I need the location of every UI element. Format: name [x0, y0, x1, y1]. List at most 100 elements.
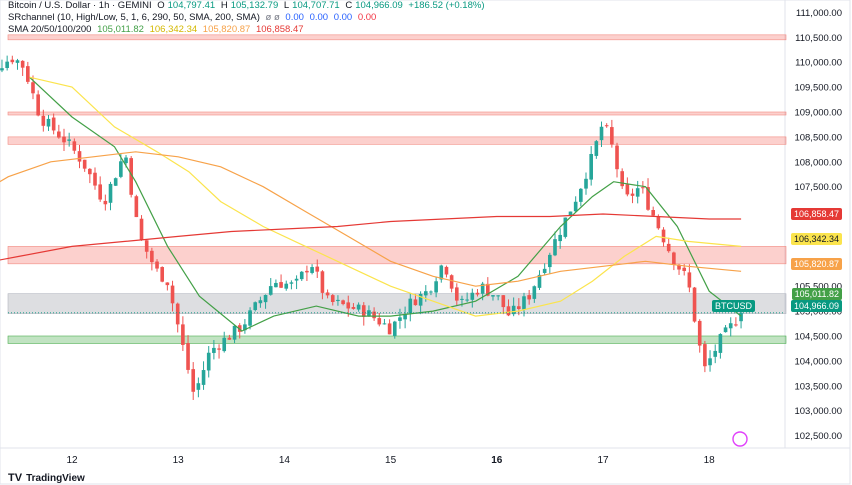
candle-body	[196, 383, 201, 390]
candle-body	[620, 171, 624, 187]
candle-body	[604, 125, 609, 127]
candle-body	[88, 168, 92, 175]
sr-zone	[7, 34, 787, 41]
candle-body	[703, 344, 707, 367]
candle-body	[434, 281, 438, 293]
candle-body	[67, 139, 71, 141]
candle-body	[615, 145, 619, 170]
candle-body	[656, 216, 661, 229]
candle-body	[279, 282, 283, 288]
candle-body	[26, 66, 30, 82]
candle-body	[625, 184, 630, 195]
sma200-price-label: 106,858.47	[790, 208, 842, 220]
candle-body	[672, 252, 676, 265]
y-tick-label: 105,500.00	[794, 282, 842, 293]
candle-body	[206, 352, 211, 371]
candle-body	[113, 178, 118, 186]
candle-body	[191, 369, 196, 392]
tradingview-logo[interactable]: TV TradingView	[8, 472, 85, 484]
candle-body	[697, 320, 702, 346]
srchannel-value: 0.00	[285, 12, 304, 23]
y-tick-label: 105,000.00	[794, 307, 842, 318]
candle-body	[294, 278, 299, 281]
candle-body	[584, 178, 588, 189]
candle-body	[429, 291, 433, 293]
srchannel-value: 0.00	[333, 12, 353, 23]
candle-body	[511, 305, 516, 315]
sma20-value: 105,011.82	[97, 24, 144, 35]
sma-legend: SMA 20/50/100/200 105,011.82 106,342.34 …	[8, 24, 307, 35]
srchannel-value: 0.00	[357, 12, 377, 23]
candle-body	[527, 295, 531, 300]
candle-body	[165, 282, 170, 286]
candle-body	[227, 337, 232, 340]
y-tick-label: 109,500.00	[794, 83, 842, 94]
open-value: 104,797.41	[167, 0, 216, 11]
candle-body	[377, 318, 382, 325]
candle-body	[444, 266, 449, 275]
x-tick-label: 15	[385, 455, 397, 466]
candle-body	[46, 118, 51, 127]
x-tick-label: 13	[173, 455, 185, 466]
low-label: L	[283, 0, 290, 11]
srchannel-legend: SRchannel (10, High/Low, 5, 1, 6, 290, 5…	[8, 12, 379, 23]
candle-body	[677, 264, 681, 270]
candle-body	[263, 294, 268, 303]
candle-body	[460, 298, 464, 300]
candle-body	[0, 68, 4, 71]
sma200-value: 106,858.47	[255, 24, 304, 35]
candle-body	[666, 243, 671, 252]
sma20-price-label: 105,011.82	[791, 288, 842, 300]
candle-body	[36, 94, 40, 116]
candle-body	[532, 286, 537, 299]
symbol-title: Bitcoin / U.S. Dollar · 1h · GEMINI	[8, 0, 152, 11]
candle-body	[41, 115, 46, 126]
candle-body	[258, 300, 263, 304]
y-tick-label: 108,000.00	[794, 157, 842, 168]
candle-body	[144, 240, 149, 252]
sr-zone	[7, 136, 787, 145]
candle-body	[124, 157, 128, 164]
candle-body	[150, 250, 154, 263]
candle-body	[630, 193, 635, 196]
candle-body	[315, 266, 320, 272]
candle-body	[274, 282, 278, 288]
candle-body	[346, 302, 351, 309]
candle-body	[212, 347, 216, 353]
candle-body	[739, 312, 743, 322]
candle-body	[382, 323, 387, 325]
candle-body	[108, 183, 113, 203]
candle-body	[155, 261, 159, 269]
sr-zone	[7, 293, 787, 314]
sma-line	[0, 151, 742, 287]
candle-body	[248, 310, 252, 326]
candle-body	[268, 286, 273, 295]
candle-body	[599, 126, 604, 141]
candle-body	[506, 306, 511, 316]
candle-body	[558, 234, 562, 242]
candle-body	[15, 60, 20, 63]
candle-body	[392, 321, 397, 336]
tradingview-icon: TV	[8, 472, 23, 484]
candle-body	[728, 323, 733, 329]
candle-body	[201, 370, 206, 385]
y-tick-label: 103,000.00	[794, 406, 842, 417]
candle-body	[522, 296, 526, 310]
sma100-price-label: 105,820.87	[790, 258, 842, 270]
candle-body	[403, 314, 407, 320]
candle-body	[553, 239, 557, 256]
x-tick-label: 14	[279, 455, 291, 466]
sr-zone	[7, 335, 787, 344]
x-tick-label: 18	[704, 455, 716, 466]
sr-zone	[7, 111, 787, 116]
candle-body	[310, 267, 314, 273]
candle-body	[573, 201, 578, 212]
candle-body	[289, 282, 294, 284]
candle-body	[160, 267, 165, 282]
candle-body	[713, 350, 718, 357]
y-tick-label: 111,000.00	[796, 8, 842, 19]
candle-body	[579, 188, 583, 202]
candle-body	[299, 271, 304, 280]
candle-body	[491, 295, 495, 297]
